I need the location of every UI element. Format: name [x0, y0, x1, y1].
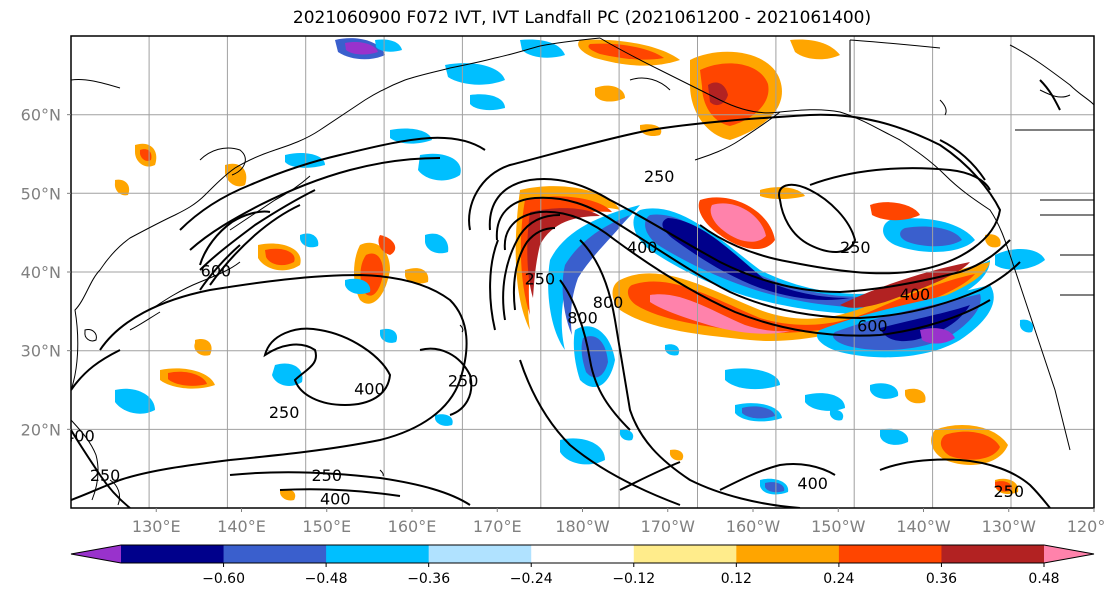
contour-label: 250 — [90, 466, 121, 485]
contour-label: 250 — [448, 372, 479, 391]
x-tick-label: 130°W — [982, 517, 1037, 536]
x-tick-label: 130°E — [132, 517, 181, 536]
contour-label: 250 — [993, 482, 1024, 501]
x-tick-label: 150°W — [811, 517, 866, 536]
y-tick-label: 60°N — [21, 106, 61, 125]
y-tick-label: 40°N — [21, 263, 61, 282]
map-title: 2021060900 F072 IVT, IVT Landfall PC (20… — [292, 8, 872, 28]
contour-label: 250 — [840, 238, 871, 257]
contour-label: 800 — [593, 293, 624, 312]
colorbar-extend-min — [71, 545, 121, 563]
x-tick-label: 140°W — [896, 517, 951, 536]
contour-label: 400 — [900, 285, 931, 304]
contour-label: 400 — [320, 490, 351, 509]
contour-label: 250 — [644, 167, 675, 186]
colorbar-tick-label: −0.12 — [612, 571, 655, 587]
colorbar-segment — [838, 545, 942, 563]
colorbar-segment — [223, 545, 327, 563]
x-tick-label: 180°W — [555, 517, 610, 536]
colorbar-tick-label: −0.36 — [407, 571, 450, 587]
colorbar-extend-max — [1044, 545, 1094, 563]
pc-shading — [114, 38, 1045, 501]
contour-label: 250 — [311, 466, 342, 485]
colorbar-segment — [326, 545, 430, 563]
contour-label: 400 — [354, 380, 385, 399]
y-tick-label: 50°N — [21, 184, 61, 203]
x-tick-label: 170°W — [641, 517, 696, 536]
contour-label: 400 — [797, 474, 828, 493]
plot-area: 250 250 250 250 250 250 250 400 400 400 400 400 400 6… — [64, 36, 1094, 509]
colorbar-tick-label: 0.36 — [926, 571, 957, 587]
colorbar-outline — [70, 544, 1095, 564]
colorbar-tick-label: −0.48 — [305, 571, 348, 587]
contour-label: 250 — [525, 269, 556, 288]
colorbar-segment — [633, 545, 737, 563]
x-tick-label: 170°E — [473, 517, 522, 536]
colorbar-tick-label: −0.24 — [510, 571, 553, 587]
contour-label: 400 — [627, 238, 658, 257]
coastlines — [71, 37, 1094, 506]
x-tick-label: 160°W — [726, 517, 781, 536]
colorbar-segment — [428, 545, 532, 563]
colorbar — [70, 544, 1095, 564]
colorbar-tick-label: −0.60 — [202, 571, 245, 587]
colorbar-segment — [736, 545, 840, 563]
contour-label: 600 — [201, 262, 232, 281]
colorbar-tick-label: 0.48 — [1028, 571, 1059, 587]
y-axis-ticks: 20°N 30°N 40°N 50°N 60°N — [21, 106, 71, 439]
ivt-contours — [71, 79, 1061, 508]
x-tick-label: 150°E — [302, 517, 351, 536]
colorbar-tick-label: 0.12 — [721, 571, 752, 587]
x-tick-label: 140°E — [217, 517, 266, 536]
colorbar-ticks: −0.60 −0.48 −0.36 −0.24 −0.12 0.12 0.24 0.36 0.4… — [202, 563, 1060, 587]
colorbar-segment — [121, 545, 225, 563]
contour-label: 800 — [567, 309, 598, 328]
y-tick-label: 20°N — [21, 420, 61, 439]
contour-label: 400 — [64, 427, 95, 446]
x-axis-ticks: 130°E 140°E 150°E 160°E 170°E 180°W 170°W 160°W… — [132, 508, 1105, 536]
x-tick-label: 160°E — [388, 517, 437, 536]
colorbar-segment — [941, 545, 1045, 563]
colorbar-segment — [531, 545, 635, 563]
contour-label: 250 — [269, 403, 300, 422]
x-tick-label: 120°W — [1067, 517, 1105, 536]
y-tick-label: 30°N — [21, 342, 61, 361]
contour-label: 600 — [857, 317, 888, 336]
contour-labels: 250 250 250 250 250 250 250 400 400 400 400 400 400 6… — [64, 167, 1024, 509]
colorbar-tick-label: 0.24 — [823, 571, 854, 587]
